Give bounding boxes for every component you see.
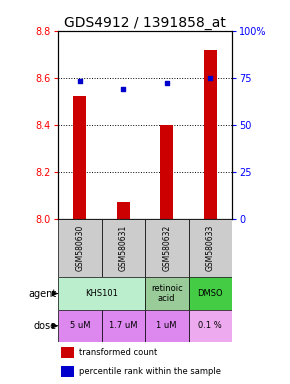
Text: 5 uM: 5 uM [70, 321, 90, 330]
Bar [188, 310, 232, 342]
Bar [160, 125, 173, 218]
Bar [58, 310, 102, 342]
Text: DMSO: DMSO [197, 289, 223, 298]
Bar [204, 50, 217, 218]
Point [164, 80, 169, 86]
Bar [58, 277, 145, 310]
Title: GDS4912 / 1391858_at: GDS4912 / 1391858_at [64, 16, 226, 30]
Bar [145, 218, 188, 277]
Point [121, 86, 126, 92]
Bar [102, 218, 145, 277]
Bar [145, 310, 188, 342]
Bar [188, 218, 232, 277]
Bar [73, 96, 86, 218]
Text: agent: agent [28, 288, 56, 298]
Bar [61, 366, 74, 377]
Bar [145, 277, 188, 310]
Text: retinoic
acid: retinoic acid [151, 284, 183, 303]
Text: 1 uM: 1 uM [157, 321, 177, 330]
Text: GSM580633: GSM580633 [206, 225, 215, 271]
Text: dose: dose [33, 321, 56, 331]
Text: GSM580631: GSM580631 [119, 225, 128, 271]
Text: 0.1 %: 0.1 % [198, 321, 222, 330]
Point [77, 78, 82, 84]
Bar [117, 202, 130, 218]
Text: 1.7 uM: 1.7 uM [109, 321, 137, 330]
Text: transformed count: transformed count [79, 348, 157, 357]
Point [208, 74, 213, 81]
Bar [188, 277, 232, 310]
Text: KHS101: KHS101 [85, 289, 118, 298]
Text: percentile rank within the sample: percentile rank within the sample [79, 367, 221, 376]
Text: GSM580630: GSM580630 [75, 225, 84, 271]
Bar [102, 310, 145, 342]
Text: GSM580632: GSM580632 [162, 225, 171, 271]
Bar [58, 218, 102, 277]
Bar [61, 347, 74, 358]
